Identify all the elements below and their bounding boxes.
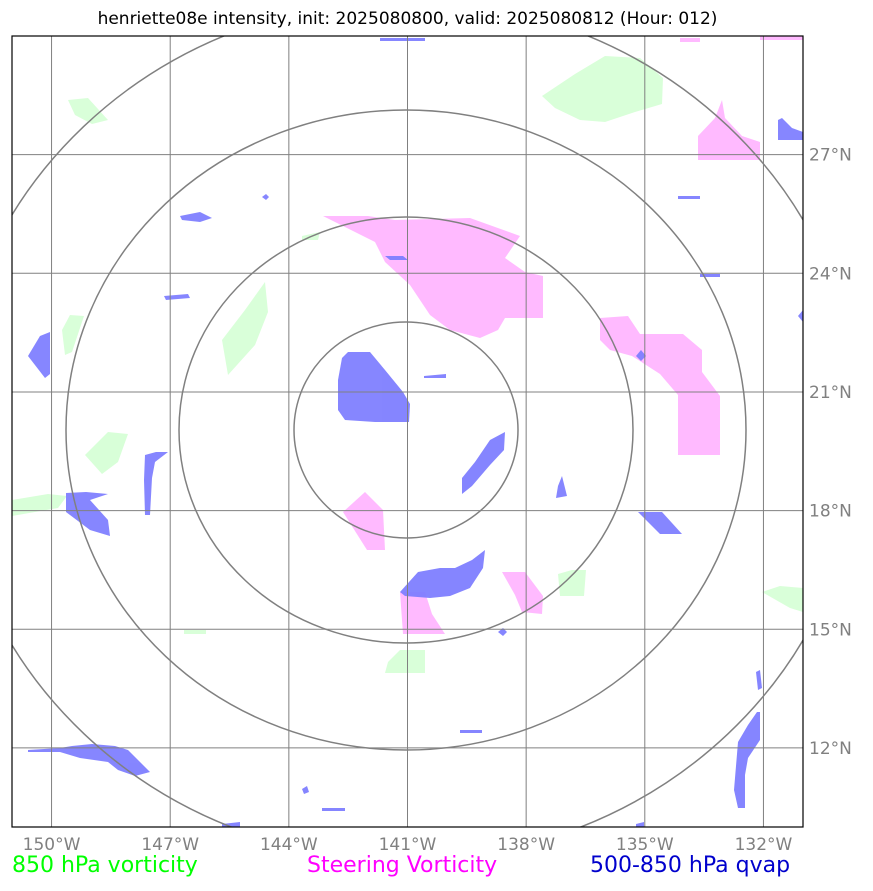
latitude-tick-label: 15°N (809, 620, 852, 640)
vorticity-850-area (222, 282, 268, 375)
longitude-tick-label: 135°W (616, 835, 674, 855)
qvap-area (638, 512, 682, 534)
steering-vorticity-area (600, 316, 720, 455)
qvap-area (678, 196, 700, 199)
longitude-tick-label: 147°W (141, 835, 199, 855)
latitude-tick-label: 21°N (809, 383, 852, 403)
vorticity-850-area (68, 98, 108, 124)
qvap-area (556, 476, 567, 498)
longitude-tick-label: 141°W (379, 835, 437, 855)
legend-steering-vorticity: Steering Vorticity (307, 853, 498, 878)
range-ring-3 (65, 109, 747, 751)
longitude-tick-label: 144°W (260, 835, 318, 855)
range-ring-1 (293, 321, 519, 539)
steering-vorticity-area (502, 572, 543, 614)
qvap-area (636, 350, 646, 361)
qvap-area (164, 294, 190, 300)
vorticity-850-area (542, 56, 663, 122)
qvap-area (66, 492, 110, 536)
latitude-tick-label: 12°N (809, 739, 852, 759)
qvap-area (400, 550, 485, 598)
steering-vorticity-area (698, 100, 760, 160)
steering-vorticity-area (323, 216, 543, 338)
qvap-area (180, 212, 212, 222)
latitude-tick-label: 24°N (809, 264, 852, 284)
qvap-area (28, 744, 150, 776)
longitude-tick-labels: 150°W 147°W 144°W 141°W 138°W 135°W 132°W (23, 835, 793, 855)
latitude-tick-labels: 12°N 15°N 18°N 21°N 24°N 27°N (809, 146, 852, 759)
plot-frame (11, 35, 804, 828)
legend-qvap: 500-850 hPa qvap (590, 853, 791, 878)
figure-title: henriette08e intensity, init: 2025080800… (97, 9, 718, 29)
qvap-area (144, 452, 168, 515)
steering-vorticity-area (343, 492, 385, 550)
range-ring-4 (12, 36, 803, 827)
vorticity-850-shapes (12, 56, 803, 673)
vorticity-850-area (558, 570, 586, 596)
qvap-area (28, 332, 50, 378)
longitude-tick-label: 138°W (497, 835, 555, 855)
steering-vorticity-area (680, 38, 700, 42)
qvap-shapes (28, 38, 803, 827)
qvap-area (778, 118, 803, 140)
range-ring-2 (178, 216, 634, 644)
qvap-area (460, 730, 482, 733)
qvap-area (756, 670, 762, 690)
vorticity-850-area (184, 630, 206, 634)
qvap-area (424, 374, 446, 378)
qvap-area (302, 786, 309, 794)
latitude-tick-label: 18°N (809, 502, 852, 522)
qvap-area (322, 808, 345, 811)
vorticity-850-area (85, 432, 128, 474)
qvap-area (636, 822, 644, 827)
qvap-area (798, 310, 803, 322)
steering-vorticity-shapes (323, 36, 803, 634)
vorticity-850-area (62, 315, 84, 355)
steering-vorticity-area (400, 592, 445, 634)
longitude-tick-label: 150°W (23, 835, 81, 855)
qvap-area (385, 256, 408, 260)
qvap-area (380, 38, 425, 41)
qvap-area (498, 628, 507, 636)
qvap-area (462, 432, 505, 494)
vorticity-850-area (762, 586, 803, 612)
longitude-tick-label: 132°W (735, 835, 793, 855)
vorticity-850-area (12, 494, 67, 516)
qvap-area (338, 352, 410, 422)
qvap-area (734, 712, 760, 808)
range-rings (12, 36, 803, 827)
latitude-tick-label: 27°N (809, 146, 852, 166)
vorticity-850-area (385, 650, 425, 673)
steering-vorticity-area (760, 36, 803, 40)
map-gridlines (12, 36, 803, 827)
qvap-area (262, 194, 269, 200)
legend-850-vorticity: 850 hPa vorticity (12, 853, 198, 878)
